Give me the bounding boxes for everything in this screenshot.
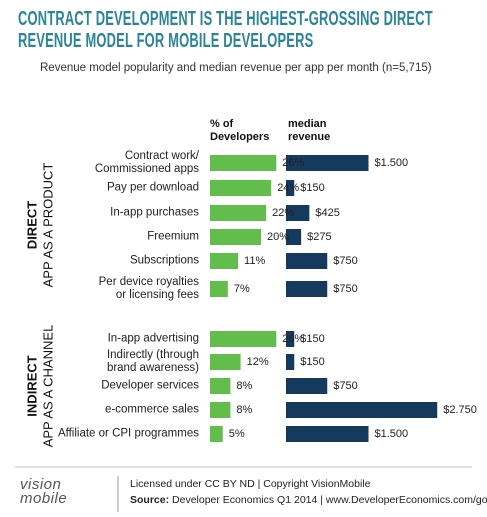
bar [286, 155, 369, 171]
bar [210, 180, 272, 196]
bar [286, 354, 295, 370]
category-label: Subscriptions [129, 254, 199, 267]
bar [286, 180, 295, 196]
value-label: 5% [228, 428, 245, 440]
category-label: Per device royalties or licensing fees [98, 276, 199, 301]
bar [286, 281, 328, 297]
value-label: 8% [236, 380, 253, 392]
column-header: median revenue [288, 118, 331, 143]
value-label: 8% [236, 404, 253, 416]
bar [210, 205, 267, 221]
bar [286, 331, 295, 347]
value-label: $275 [307, 231, 332, 243]
value-label: $425 [315, 207, 340, 219]
value-label: 7% [233, 283, 250, 295]
value-label: $750 [333, 380, 358, 392]
category-label: Pay per download [106, 181, 199, 194]
bar [286, 229, 302, 245]
category-label: Freemium [147, 230, 199, 243]
value-label: 22% [272, 207, 295, 219]
column-header: % of Developers [210, 118, 270, 143]
bar [210, 155, 277, 171]
value-label: 20% [267, 231, 290, 243]
category-label: In-app purchases [110, 206, 199, 219]
bar [286, 378, 328, 394]
bar [286, 426, 369, 442]
bar [210, 253, 239, 269]
value-label: $750 [333, 255, 358, 267]
value-label: 12% [246, 356, 269, 368]
category-label: Affiliate or CPI programmes [57, 427, 199, 440]
source-line: Source: Developer Economics Q1 2014 | ww… [130, 494, 487, 506]
bar [210, 402, 231, 418]
bar [210, 331, 277, 347]
bar [286, 253, 328, 269]
value-label: $150 [300, 182, 325, 194]
value-label: $1.500 [374, 428, 409, 440]
category-label: e-commerce sales [105, 403, 199, 416]
category-label: Contract work/ Commissioned apps [94, 150, 199, 175]
bar [210, 426, 223, 442]
chart-title: CONTRACT DEVELOPMENT IS THE HIGHEST-GROS… [18, 8, 433, 52]
bar [286, 402, 438, 418]
source-label: Source: [130, 494, 170, 506]
value-label: 26% [282, 157, 305, 169]
bar [210, 281, 228, 297]
value-label: $150 [300, 333, 325, 345]
category-label: Developer services [101, 379, 199, 392]
value-label: 11% [244, 255, 266, 267]
logo: vision mobile [20, 476, 68, 507]
value-label: $1.500 [374, 157, 409, 169]
value-label: $150 [300, 356, 325, 368]
license: Licensed under CC BY ND | Copyright Visi… [130, 478, 371, 490]
bar [210, 229, 261, 245]
bar [210, 354, 241, 370]
category-label: In-app advertising [107, 332, 199, 345]
value-label: 24% [277, 182, 300, 194]
source: Developer Economics Q1 2014 | www.Develo… [172, 494, 487, 506]
bar [286, 205, 310, 221]
bar [210, 378, 231, 394]
value-label: $2.750 [443, 404, 477, 416]
value-label: $750 [333, 283, 358, 295]
category-label: Indirectly (through brand awareness) [106, 349, 199, 374]
chart-subtitle: Revenue model popularity and median reve… [40, 62, 432, 74]
value-label: 26% [282, 333, 305, 345]
